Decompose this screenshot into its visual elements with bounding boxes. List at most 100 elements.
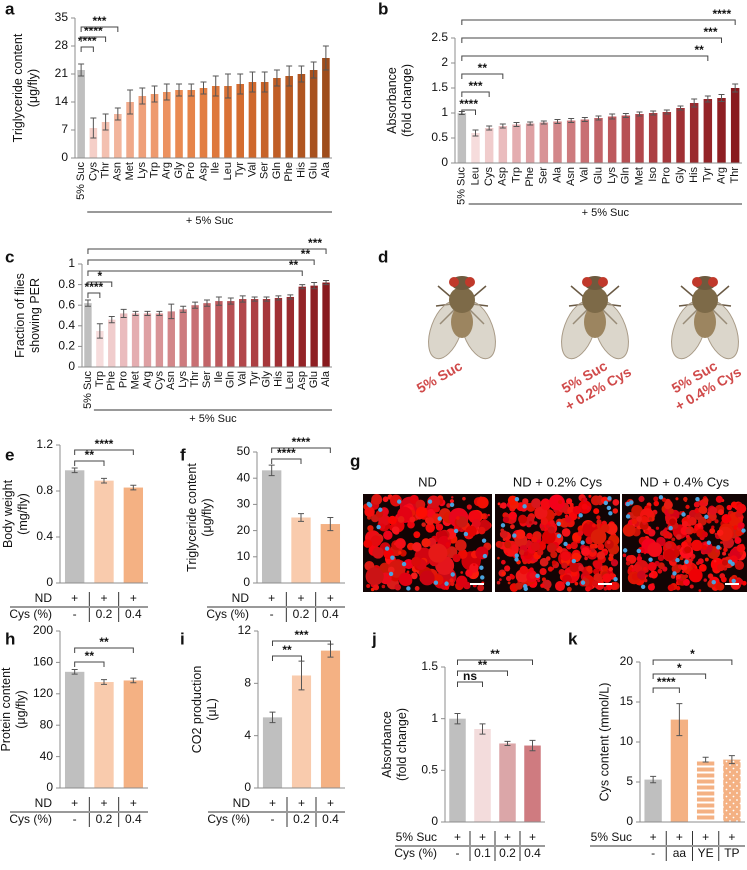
nucleus [625,501,631,507]
y-tick-label: 0 [68,359,75,373]
lipid-droplet [720,541,723,544]
lipid-droplet [547,526,555,534]
error-bar [513,122,520,127]
condition-value: + [728,830,735,844]
lipid-droplet [582,497,588,502]
error-bar [275,295,282,301]
fly-eye [598,277,608,287]
x-tick-label: Arg [161,162,173,179]
x-tick-label: Leu [222,162,234,180]
lipid-droplet [391,526,400,535]
lipid-droplet [539,557,549,567]
condition-value: + [529,830,536,844]
lipid-droplet [394,584,401,591]
y-tick-label: 7 [61,122,68,136]
x-tick-label: Ala [320,161,332,178]
nucleus [479,565,484,570]
lipid-droplet [477,584,485,592]
panel-letter: b [378,0,388,18]
lipid-droplet [698,563,707,572]
bar [250,299,259,367]
nucleus [480,575,485,580]
condition-value: + [130,796,137,810]
lipid-droplet [640,516,648,524]
bar [539,122,549,163]
error-bar [224,73,231,99]
lipid-droplet [701,531,708,538]
nucleus [514,553,519,558]
significance-label: **** [292,435,311,449]
y-axis-label: (μg/fly) [200,498,214,536]
error-bar [677,105,684,111]
nucleus [741,528,746,533]
lipid-droplet [452,554,461,563]
lipid-droplet [714,532,718,536]
condition-name: ND [233,796,251,810]
lipid-droplet [684,542,687,546]
condition-value: 0.4 [322,812,339,826]
condition-name: ND [232,591,250,605]
lipid-droplet [387,566,395,574]
bar [260,82,269,158]
error-bar [568,118,575,123]
lipid-droplet [572,505,582,515]
x-tick-label: Arg [141,371,153,388]
y-tick-label: 0 [61,150,68,164]
significance-bracket [457,659,533,665]
micrograph-caption: ND [418,474,437,489]
panel-letter: k [568,629,578,648]
significance-bracket [87,292,101,298]
x-tick-label: Ile [213,371,225,383]
bar [285,76,293,158]
lipid-droplet [680,574,687,581]
bar [566,120,576,163]
significance-bracket [461,73,504,79]
panel-letter: h [5,629,15,648]
error-bar [472,129,479,137]
lipid-droplet [721,514,731,524]
lipid-droplet [460,571,464,574]
x-tick-label: Leu [284,371,296,389]
fly-thorax [449,287,475,313]
bar [457,113,467,163]
lipid-droplet [501,559,506,565]
lipid-droplet [600,523,610,533]
error-bar [132,310,139,316]
bar [108,319,116,367]
lipid-droplet [487,513,491,517]
lipid-droplet [647,583,655,591]
x-tick-label: Ala [320,370,332,387]
lipid-droplet [399,549,407,557]
error-bar [163,83,170,101]
condition-value: - [73,812,77,826]
lipid-droplet [462,496,466,501]
nucleus [463,531,469,537]
nucleus [514,557,519,562]
bar [138,96,147,158]
bar [670,719,689,822]
x-tick-label: His [688,167,700,183]
fly-thorax [582,287,608,313]
nucleus [556,521,561,527]
bar [64,470,85,583]
lipid-droplet [695,512,701,518]
y-tick-label: 0 [243,575,250,589]
x-tick-label: Ser [538,167,550,184]
lipid-droplet [456,575,468,588]
lipid-droplet [628,566,633,571]
lipid-droplet [547,566,554,572]
condition-value: 0.4 [125,607,142,621]
lipid-droplet [612,499,620,506]
lipid-droplet [496,580,501,585]
bar [175,90,183,158]
y-tick-label: 0.4 [58,318,75,332]
lipid-droplet [590,548,596,553]
nucleus [396,499,402,504]
fly-eye [465,277,475,287]
condition-name: Cys (%) [206,607,249,621]
lipid-droplet [451,496,454,499]
bar [96,330,104,367]
bar [84,303,92,367]
error-bar [78,63,85,77]
bar [309,70,318,158]
